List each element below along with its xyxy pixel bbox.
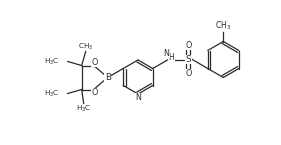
Text: H: H bbox=[168, 53, 174, 62]
Text: CH$_3$: CH$_3$ bbox=[78, 41, 93, 52]
Text: O: O bbox=[92, 88, 98, 97]
Text: B: B bbox=[105, 73, 111, 82]
Text: S: S bbox=[185, 55, 191, 64]
Text: O: O bbox=[185, 41, 191, 50]
Text: O: O bbox=[185, 69, 191, 78]
Text: CH$_3$: CH$_3$ bbox=[215, 19, 231, 32]
Text: H$_3$C: H$_3$C bbox=[76, 103, 91, 114]
Text: N: N bbox=[163, 49, 169, 58]
Text: H$_3$C: H$_3$C bbox=[44, 56, 60, 67]
Text: N: N bbox=[135, 94, 141, 103]
Text: O: O bbox=[92, 58, 98, 67]
Text: H$_3$C: H$_3$C bbox=[44, 88, 60, 99]
